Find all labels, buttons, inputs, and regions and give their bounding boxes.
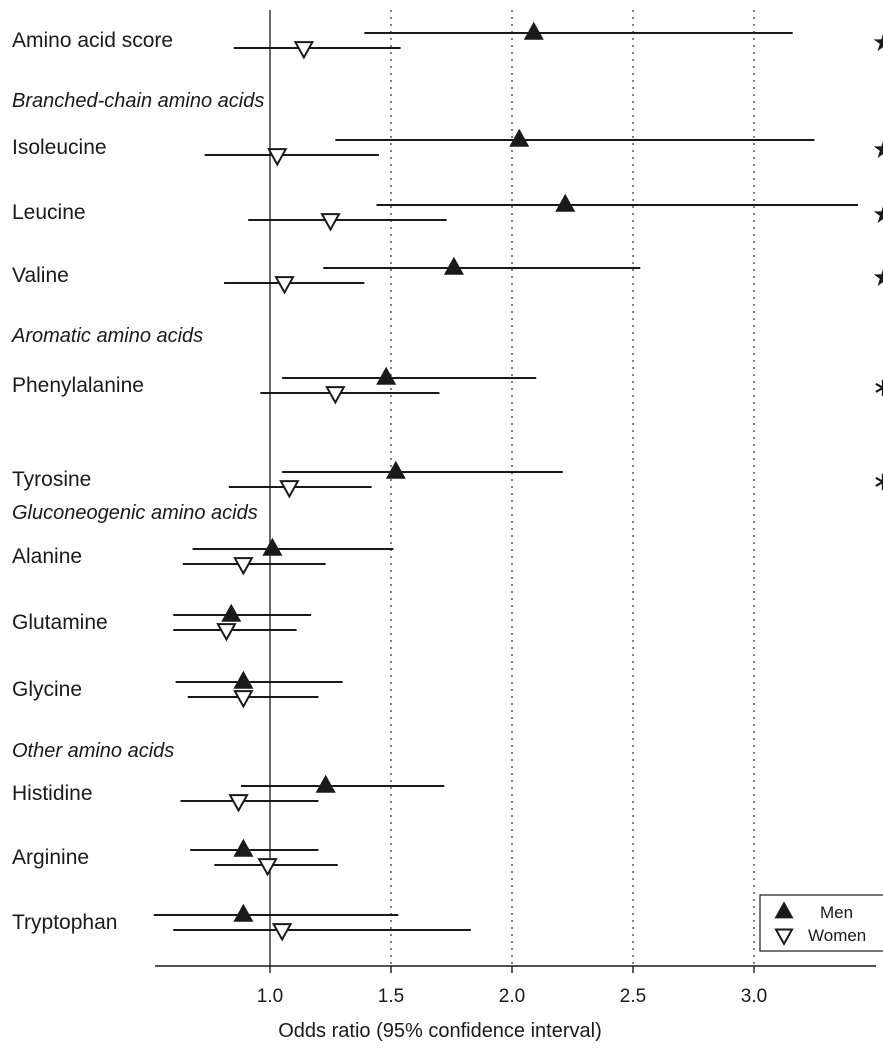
significance-mark: ★ — [872, 28, 883, 58]
legend: Men Women — [759, 894, 883, 952]
significance-mark: ∗ — [872, 467, 883, 497]
point-women — [267, 148, 288, 167]
row-label: Isoleucine — [12, 136, 107, 159]
point-men — [509, 128, 530, 147]
legend-box — [759, 894, 883, 952]
point-women — [279, 480, 300, 499]
point-women — [271, 923, 293, 942]
group-label: Other amino acids — [12, 740, 174, 762]
point-men — [262, 537, 283, 556]
point-women — [325, 386, 346, 405]
x-tick-label: 1.5 — [378, 986, 404, 1007]
point-women — [233, 690, 254, 709]
group-label: Aromatic amino acids — [11, 325, 203, 347]
legend-label-women: Women — [808, 926, 866, 945]
point-men — [385, 460, 406, 479]
legend-label-men: Men — [820, 903, 853, 922]
point-men — [221, 603, 242, 622]
x-tick-label: 1.0 — [257, 986, 283, 1007]
point-men — [523, 21, 544, 40]
row-label: Alanine — [12, 545, 82, 568]
row-label: Tyrosine — [12, 468, 91, 491]
row-label: Arginine — [12, 846, 89, 869]
row-label: Phenylalanine — [12, 374, 144, 397]
x-tick-label: 3.0 — [741, 986, 767, 1007]
point-women — [274, 276, 295, 295]
row-label: Leucine — [12, 201, 86, 224]
point-men — [315, 774, 336, 793]
point-women — [216, 623, 237, 642]
legend-marker-women — [774, 928, 794, 946]
confidence-intervals — [153, 21, 859, 942]
x-tick-label: 2.5 — [620, 986, 646, 1007]
point-women — [233, 557, 254, 576]
point-men — [443, 256, 464, 275]
point-women — [228, 794, 249, 813]
row-label: Tryptophan — [12, 911, 117, 934]
point-men — [233, 903, 254, 922]
row-label: Histidine — [12, 782, 93, 805]
row-label: Amino acid score — [12, 29, 173, 52]
point-women — [293, 41, 315, 60]
point-men — [555, 193, 576, 212]
point-men — [376, 366, 397, 385]
x-tick-label: 2.0 — [499, 986, 525, 1007]
point-men — [233, 838, 254, 857]
row-labels: Amino acid score ★ Branched-chain amino ac… — [11, 28, 883, 934]
x-axis-title: Odds ratio (95% confidence interval) — [278, 1020, 602, 1042]
group-label: Branched-chain amino acids — [12, 90, 264, 112]
row-label: Glycine — [12, 678, 82, 701]
significance-mark: ★ — [872, 135, 883, 165]
significance-mark: ★ — [872, 200, 883, 230]
group-label: Gluconeogenic amino acids — [12, 502, 258, 524]
legend-marker-men — [774, 901, 794, 919]
point-women — [257, 858, 278, 877]
significance-mark: ∗ — [872, 373, 883, 403]
row-label: Valine — [12, 264, 69, 287]
point-women — [320, 213, 341, 232]
significance-mark: ★ — [872, 263, 883, 293]
x-axis: Odds ratio (95% confidence interval) 1.0… — [155, 965, 876, 1042]
row-label: Glutamine — [12, 611, 108, 634]
point-men — [233, 670, 254, 689]
